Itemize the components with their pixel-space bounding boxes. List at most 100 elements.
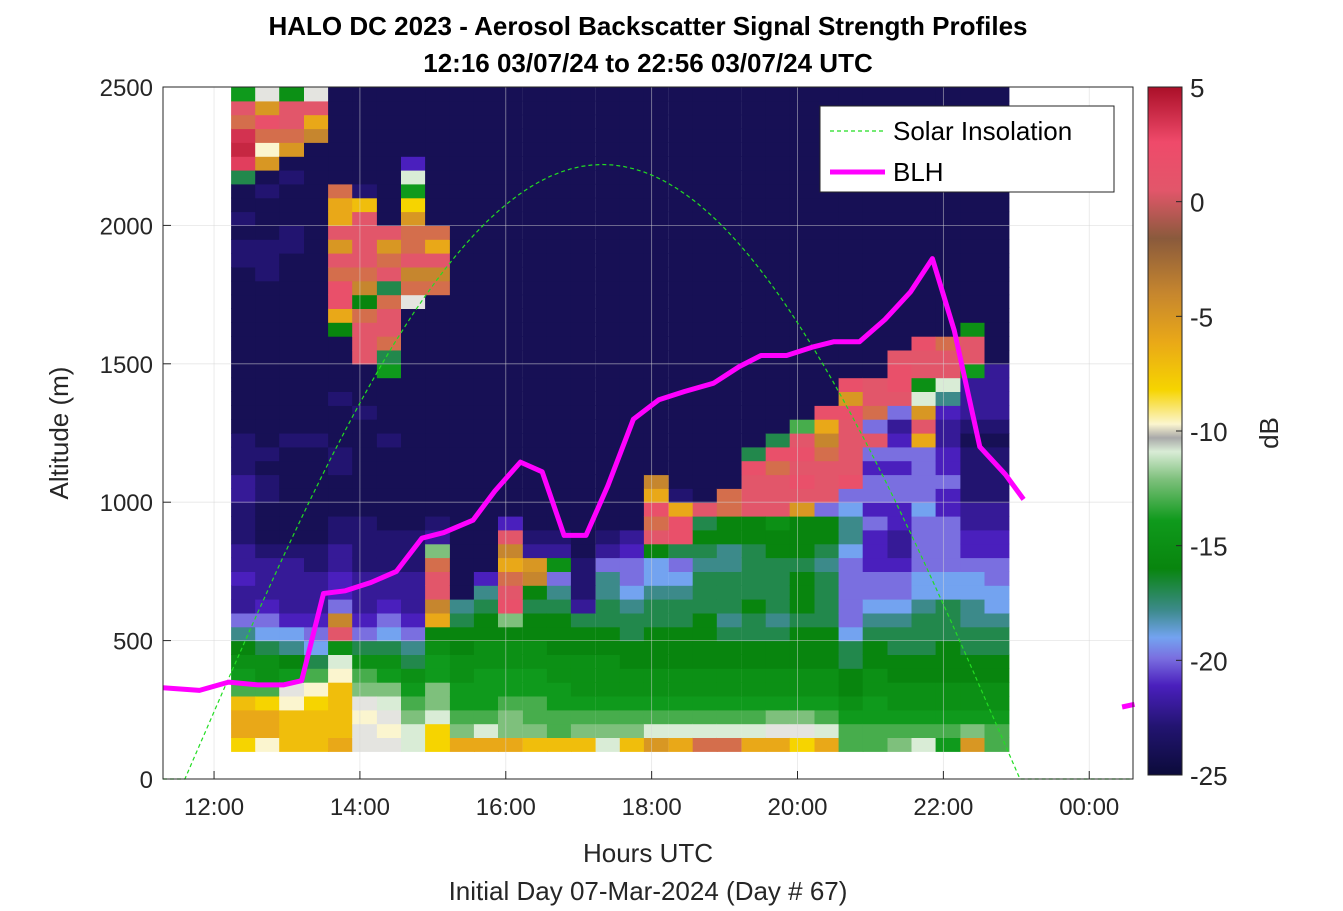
heatmap-cell	[814, 654, 840, 669]
heatmap-cell	[328, 682, 353, 697]
heatmap-cell	[887, 502, 913, 517]
heatmap-cell	[376, 142, 402, 157]
heatmap-cell	[255, 737, 281, 752]
heatmap-cell	[595, 239, 621, 254]
heatmap-cell	[862, 709, 888, 725]
heatmap-cell	[595, 516, 621, 531]
heatmap-cell	[862, 737, 888, 752]
heatmap-cell	[692, 460, 718, 476]
heatmap-cell	[911, 405, 937, 420]
heatmap-cell	[522, 322, 548, 337]
heatmap-cell	[425, 557, 450, 572]
heatmap-cell	[716, 308, 742, 323]
heatmap-cell	[401, 156, 426, 171]
heatmap-cell	[814, 460, 840, 476]
heatmap-cell	[960, 696, 986, 711]
heatmap-cell	[619, 239, 645, 254]
heatmap-cell	[838, 377, 864, 392]
heatmap-cell	[595, 433, 621, 448]
heatmap-cell	[668, 446, 694, 462]
heatmap-cell	[911, 446, 937, 462]
heatmap-cell	[376, 377, 402, 392]
heatmap-cell	[473, 640, 499, 655]
heatmap-cell	[960, 197, 986, 213]
heatmap-cell	[498, 543, 523, 559]
heatmap-cell	[789, 488, 815, 503]
heatmap-cell	[401, 682, 426, 697]
heatmap-cell	[935, 723, 961, 738]
heatmap-cell	[376, 170, 402, 185]
heatmap-cell	[765, 585, 791, 600]
heatmap-cell	[522, 350, 548, 365]
heatmap-cell	[643, 557, 669, 572]
y-axis-ticks: 0 500 1000 1500 2000 2500	[100, 75, 171, 794]
heatmap-cell	[741, 557, 767, 572]
heatmap-cell	[570, 100, 596, 116]
heatmap-cell	[522, 253, 548, 268]
heatmap-cell	[595, 100, 621, 116]
heatmap-cell	[376, 474, 402, 489]
heatmap-cell	[449, 170, 475, 185]
colorbar-tick-label: -20	[1190, 646, 1228, 676]
heatmap-cell	[960, 253, 986, 268]
heatmap-cell	[231, 294, 256, 309]
heatmap-cell	[570, 142, 596, 157]
heatmap-cell	[498, 737, 523, 752]
heatmap-cell	[425, 100, 450, 116]
heatmap-cell	[668, 114, 694, 130]
heatmap-cell	[984, 419, 1010, 434]
heatmap-cell	[887, 460, 913, 476]
heatmap-cell	[765, 723, 791, 738]
heatmap-cell	[789, 405, 815, 420]
heatmap-cell	[668, 419, 694, 434]
heatmap-cell	[692, 419, 718, 434]
heatmap-cell	[814, 557, 840, 572]
heatmap-cell	[328, 142, 353, 157]
heatmap-cell	[692, 156, 718, 171]
heatmap-cell	[935, 253, 961, 268]
heatmap-cell	[328, 696, 353, 711]
heatmap-cell	[522, 114, 548, 130]
heatmap-cell	[231, 308, 256, 323]
heatmap-cell	[328, 543, 353, 559]
heatmap-cell	[765, 128, 791, 143]
heatmap-cell	[960, 709, 986, 725]
heatmap-cell	[401, 350, 426, 365]
heatmap-cell	[643, 654, 669, 669]
heatmap-cell	[935, 211, 961, 226]
heatmap-cell	[765, 529, 791, 545]
heatmap-cell	[279, 488, 305, 503]
heatmap-cell	[255, 211, 281, 226]
heatmap-cell	[352, 253, 378, 268]
heatmap-cell	[570, 170, 596, 185]
heatmap-cell	[546, 183, 572, 199]
heatmap-cell	[304, 183, 329, 199]
heatmap-cell	[984, 239, 1010, 254]
heatmap-cell	[401, 391, 426, 406]
heatmap-cell	[498, 350, 523, 365]
heatmap-cell	[473, 474, 499, 489]
heatmap-cell	[911, 737, 937, 752]
heatmap-cell	[546, 709, 572, 725]
heatmap-cell	[741, 308, 767, 323]
heatmap-cell	[862, 696, 888, 711]
heatmap-cell	[595, 183, 621, 199]
heatmap-cell	[352, 114, 378, 130]
heatmap-cell	[352, 557, 378, 572]
heatmap-cell	[328, 308, 353, 323]
heatmap-cell	[789, 446, 815, 462]
heatmap-cell	[838, 266, 864, 282]
heatmap-cell	[546, 391, 572, 406]
heatmap-cell	[716, 128, 742, 143]
heatmap-cell	[862, 612, 888, 628]
heatmap-cell	[449, 419, 475, 434]
heatmap-cell	[352, 612, 378, 628]
heatmap-cell	[643, 723, 669, 738]
heatmap-cell	[595, 322, 621, 337]
heatmap-cell	[425, 142, 450, 157]
heatmap-cell	[838, 709, 864, 725]
colorbar-tick-label: -5	[1190, 302, 1213, 332]
heatmap-cell	[765, 280, 791, 296]
heatmap-cell	[595, 128, 621, 143]
heatmap-cell	[935, 571, 961, 586]
